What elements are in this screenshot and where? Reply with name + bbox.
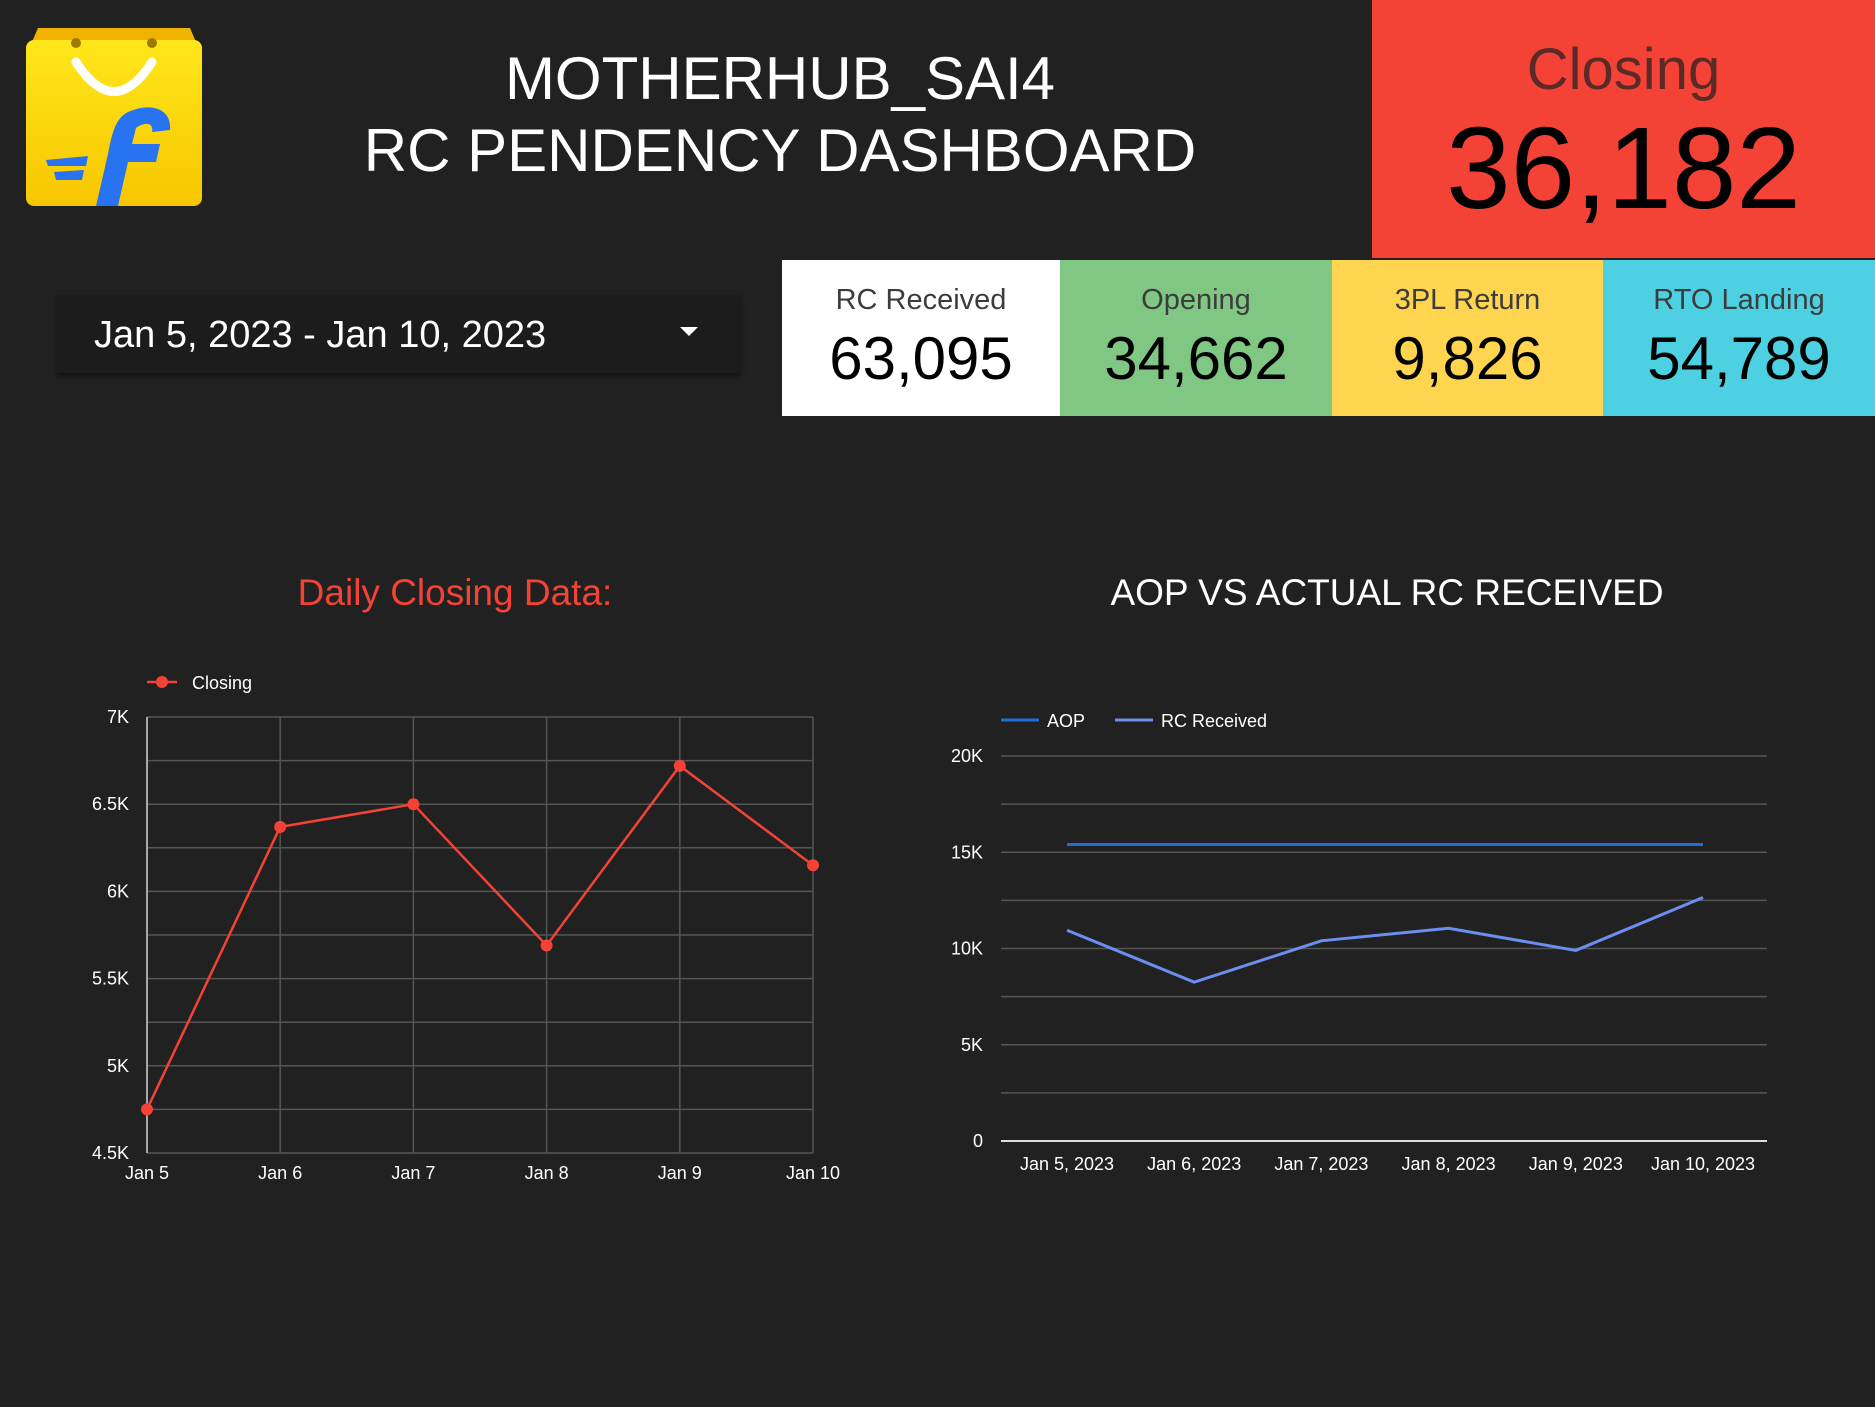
legend-rc-received-label: RC Received: [1161, 711, 1267, 731]
opening-scorecard: Opening 34,662: [1060, 260, 1332, 416]
x-tick-label: Jan 8: [525, 1163, 569, 1183]
y-tick-label: 4.5K: [92, 1143, 129, 1163]
x-tick-label: Jan 10, 2023: [1651, 1154, 1755, 1174]
x-tick-label: Jan 5, 2023: [1020, 1154, 1114, 1174]
3pl-return-scorecard: 3PL Return 9,826: [1332, 260, 1603, 416]
legend-aop-label: AOP: [1047, 711, 1085, 731]
closing-data-point: [274, 820, 287, 833]
closing-label: Closing: [1526, 37, 1721, 102]
kpi-value: 9,826: [1392, 325, 1543, 392]
kpi-value: 54,789: [1647, 325, 1831, 392]
closing-data-point: [807, 859, 819, 872]
kpi-value: 34,662: [1104, 325, 1288, 392]
y-tick-label: 5K: [107, 1056, 129, 1076]
flipkart-logo-icon: [26, 28, 202, 206]
x-tick-label: Jan 8, 2023: [1402, 1154, 1496, 1174]
kpi-value: 63,095: [829, 325, 1013, 392]
y-tick-label: 5K: [961, 1035, 983, 1055]
x-tick-label: Jan 5: [125, 1163, 169, 1183]
closing-data-point: [407, 798, 420, 811]
y-tick-label: 6.5K: [92, 794, 129, 814]
x-tick-label: Jan 10: [786, 1163, 840, 1183]
kpi-label: 3PL Return: [1394, 284, 1541, 316]
closing-scorecard: Closing 36,182: [1372, 0, 1875, 258]
closing-data-point: [673, 759, 686, 772]
rto-landing-scorecard: RTO Landing 54,789: [1603, 260, 1875, 416]
x-tick-label: Jan 7, 2023: [1274, 1154, 1368, 1174]
legend-closing-marker: [156, 676, 168, 688]
closing-data-point: [540, 939, 553, 952]
y-tick-label: 0: [973, 1131, 983, 1151]
legend-closing-label: Closing: [192, 673, 252, 693]
y-tick-label: 5.5K: [92, 969, 129, 989]
dashboard-title-hub: MOTHERHUB_SAI4: [504, 45, 1056, 112]
x-tick-label: Jan 9, 2023: [1529, 1154, 1623, 1174]
y-tick-label: 7K: [107, 707, 129, 727]
date-range-picker[interactable]: Jan 5, 2023 - Jan 10, 2023: [57, 295, 740, 373]
y-tick-label: 15K: [951, 842, 983, 862]
aop-vs-rc-chart-title: AOP VS ACTUAL RC RECEIVED: [1110, 572, 1664, 613]
aop-vs-rc-chart: 0 5K 10K 15K 20K Jan 5, 2023 Jan 6, 2023 Jan 7,…: [951, 711, 1767, 1174]
closing-data-point: [141, 1103, 153, 1116]
y-tick-label: 20K: [951, 746, 983, 766]
kpi-label: RC Received: [835, 284, 1007, 316]
x-tick-label: Jan 7: [391, 1163, 435, 1183]
y-tick-label: 10K: [951, 939, 983, 959]
x-tick-label: Jan 6: [258, 1163, 302, 1183]
x-tick-label: Jan 6, 2023: [1147, 1154, 1241, 1174]
rc-received-series-line: [1066, 896, 1704, 984]
dashboard-title: RC PENDENCY DASHBOARD: [363, 117, 1197, 184]
date-range-value: Jan 5, 2023 - Jan 10, 2023: [94, 314, 547, 356]
rc-received-scorecard: RC Received 63,095: [782, 260, 1060, 416]
x-tick-label: Jan 9: [658, 1163, 702, 1183]
kpi-label: Opening: [1141, 284, 1251, 316]
kpi-label: RTO Landing: [1653, 284, 1825, 316]
caret-down-icon[interactable]: [680, 327, 698, 336]
daily-closing-chart-title: Daily Closing Data:: [297, 572, 613, 613]
daily-closing-chart: 4.5K 5K 5.5K 6K 6.5K 7K Jan 5 Jan 6 Jan 7 Jan 8 Ja…: [92, 673, 840, 1183]
closing-value: 36,182: [1446, 103, 1801, 233]
closing-series-line: [145, 764, 814, 1110]
y-tick-label: 6K: [107, 881, 129, 901]
